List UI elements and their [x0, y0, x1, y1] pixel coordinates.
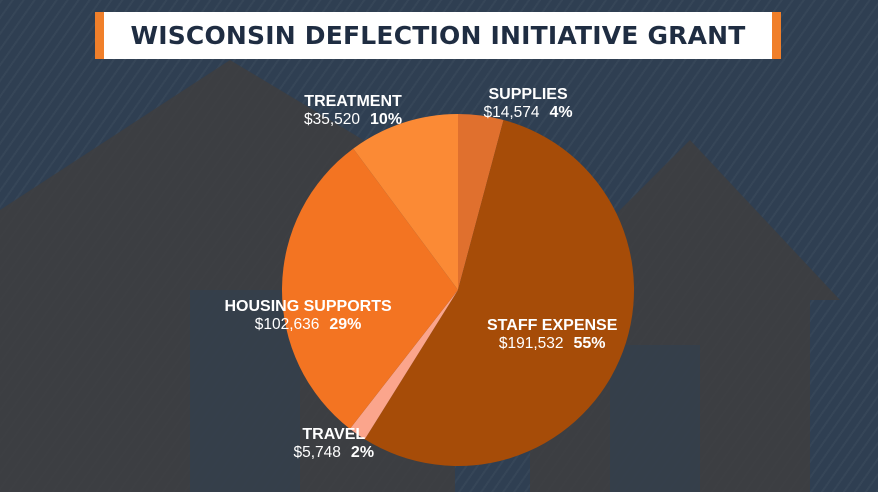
slice-label-housing-supports: HOUSING SUPPORTS $102,636 29% [225, 298, 392, 333]
slice-value-supplies: $14,574 [483, 103, 540, 121]
slice-label-travel: TRAVEL $5,748 2% [294, 426, 375, 461]
slice-percent-treatment: 10% [370, 110, 403, 128]
slice-value-housing-supports: $102,636 [254, 315, 320, 333]
slice-label-staff-expense: STAFF EXPENSE $191,532 55% [487, 317, 617, 352]
chart-title: WISCONSIN DEFLECTION INITIATIVE GRANT [130, 21, 746, 50]
pie-slice-travel [349, 290, 458, 440]
slice-percent-supplies: 4% [549, 103, 573, 121]
slice-name-staff-expense: STAFF EXPENSE [487, 317, 618, 334]
slice-name-supplies: SUPPLIES [488, 86, 568, 103]
slice-percent-staff-expense: 55% [573, 334, 606, 352]
slice-percent-travel: 2% [350, 443, 375, 461]
slice-label-supplies: SUPPLIES $14,574 4% [484, 86, 573, 121]
slice-value-travel: $5,748 [293, 443, 341, 461]
slice-name-treatment: TREATMENT [304, 93, 402, 110]
pie-slice-treatment [353, 114, 458, 290]
slice-value-treatment: $35,520 [304, 110, 361, 128]
title-banner: WISCONSIN DEFLECTION INITIATIVE GRANT [95, 12, 781, 59]
slice-value-staff-expense: $191,532 [498, 334, 564, 352]
slice-label-treatment: TREATMENT $35,520 10% [304, 93, 402, 128]
pie-slice-supplies [458, 114, 504, 290]
slice-name-housing-supports: HOUSING SUPPORTS [224, 298, 392, 315]
slice-percent-housing-supports: 29% [329, 315, 362, 333]
slice-name-travel: TRAVEL [302, 426, 366, 443]
pie-slice-staff-expense [364, 119, 635, 467]
pie-slice-housing-supports [281, 148, 458, 429]
